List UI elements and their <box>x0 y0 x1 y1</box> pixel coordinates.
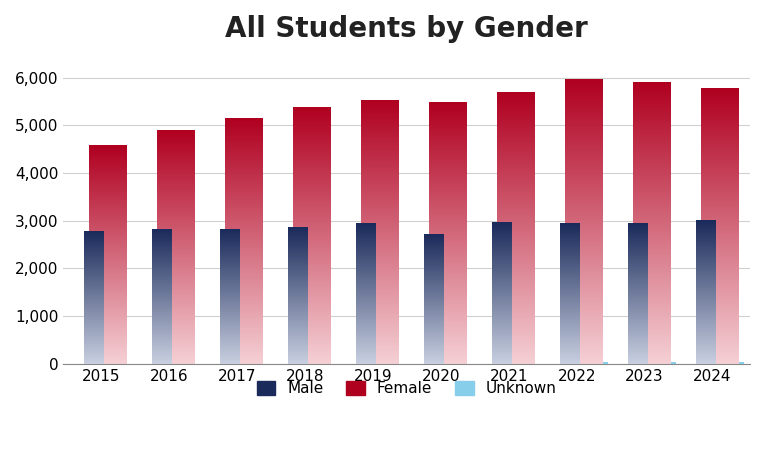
Bar <box>740 362 744 364</box>
Title: All Students by Gender: All Students by Gender <box>226 15 588 43</box>
Bar <box>672 362 675 364</box>
Bar <box>604 362 607 364</box>
Legend: Male, Female, Unknown: Male, Female, Unknown <box>251 375 563 402</box>
